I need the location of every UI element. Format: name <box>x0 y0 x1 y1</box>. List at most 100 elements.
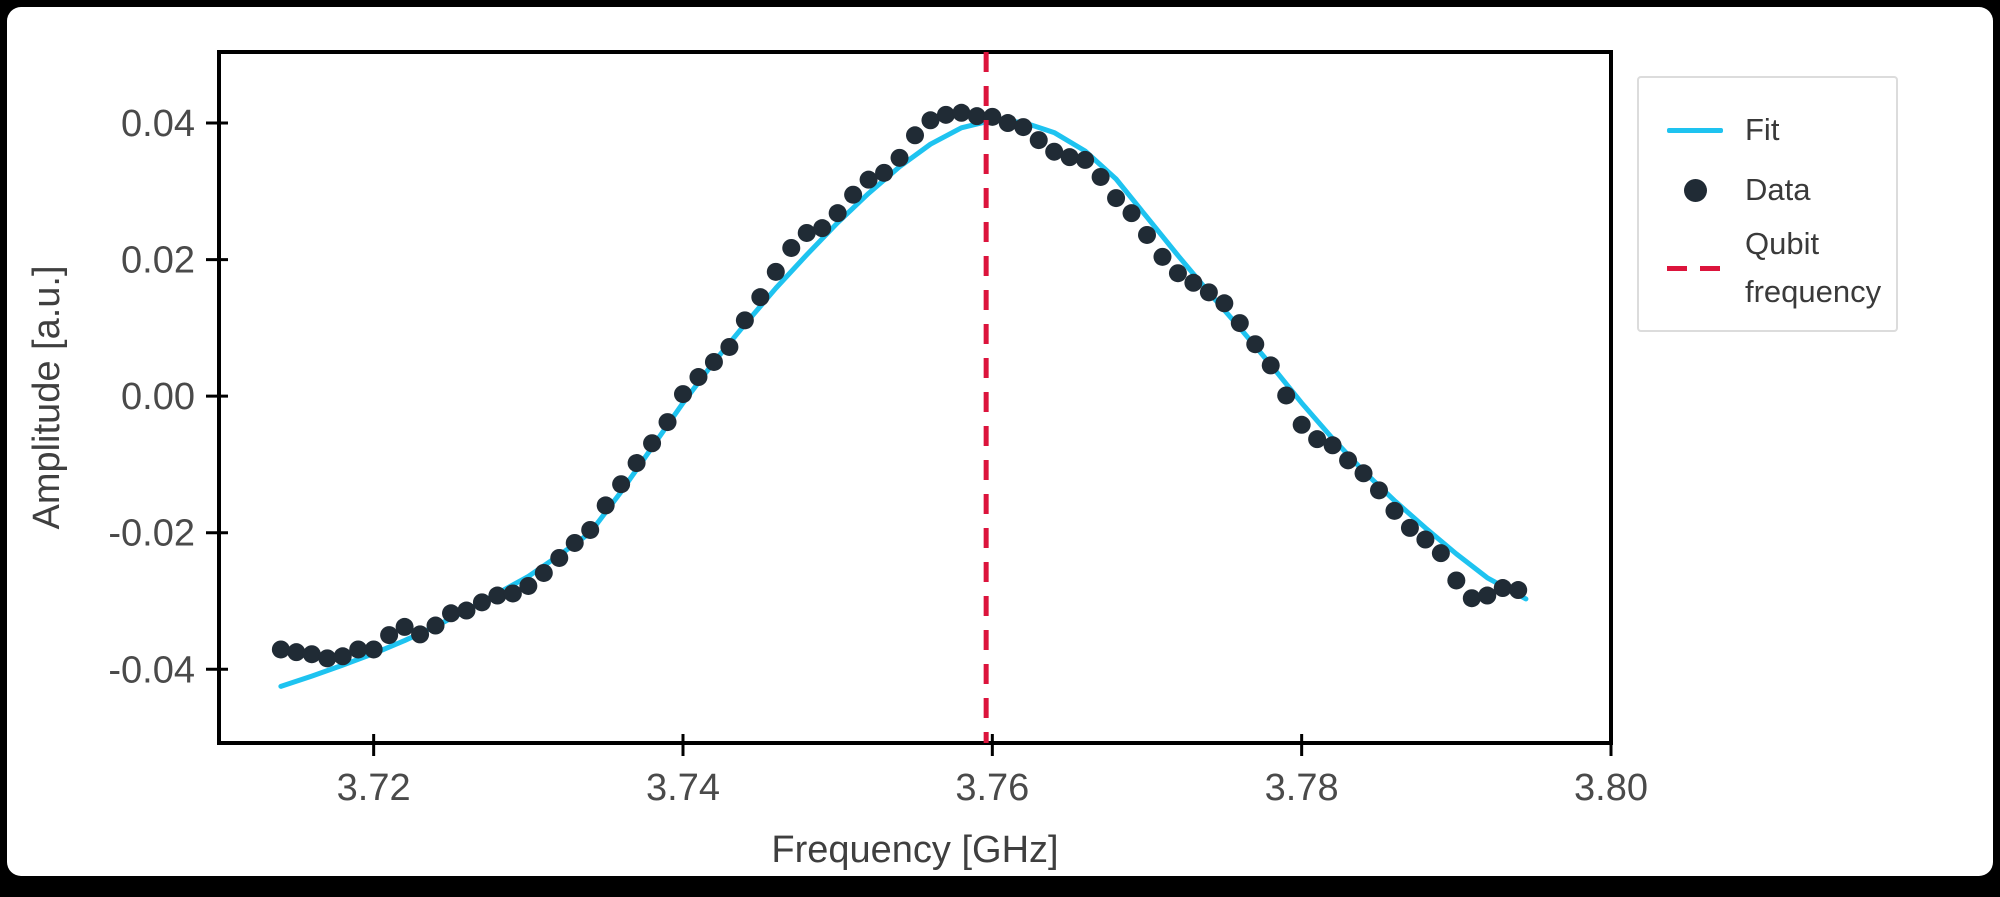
data-marker-swatch <box>1667 178 1723 202</box>
data-point <box>426 616 445 635</box>
data-point <box>1431 544 1450 563</box>
data-point <box>302 645 321 664</box>
data-point <box>1215 294 1234 313</box>
y-tick-label: 0.04 <box>121 103 195 145</box>
legend-label-fit: Fit <box>1745 112 1780 147</box>
data-point <box>643 434 662 453</box>
data-point <box>1168 264 1187 283</box>
x-tick-label: 3.74 <box>646 767 720 809</box>
y-axis-title: Amplitude [a.u.] <box>26 265 68 529</box>
data-point <box>1184 273 1203 292</box>
data-point <box>612 475 631 494</box>
qubit-spectroscopy-chart: 3.72 3.74 3.76 3.78 3.80 0.04 0.02 0.00 -0.02 -0.… <box>26 50 1648 871</box>
data-point <box>1261 356 1280 375</box>
data-point <box>875 163 894 182</box>
legend-item-data: Data <box>1667 160 1896 220</box>
data-point <box>720 337 739 356</box>
x-tick-label: 3.78 <box>1265 767 1339 809</box>
data-point <box>704 352 723 371</box>
data-point <box>890 148 909 167</box>
data-point <box>952 103 971 122</box>
data-point <box>395 617 414 636</box>
dash-segment <box>1667 265 1687 271</box>
data-point <box>1370 481 1388 500</box>
data-point <box>503 584 522 603</box>
data-point <box>1308 430 1327 449</box>
data-point <box>1339 451 1358 470</box>
data-point <box>797 223 816 242</box>
data-point <box>1045 142 1064 161</box>
legend-item-fit: Fit <box>1667 100 1896 160</box>
data-point <box>1277 386 1296 405</box>
data-point <box>921 111 940 130</box>
fit-line-swatch <box>1667 127 1723 133</box>
figure-card: 3.72 3.74 3.76 3.78 3.80 0.04 0.02 0.00 -0.02 -0.… <box>7 7 1993 876</box>
x-axis-title: Frequency [GHz] <box>771 829 1058 871</box>
x-tick-label: 3.76 <box>955 767 1029 809</box>
x-tick-label: 3.80 <box>1574 767 1648 809</box>
legend-item-qubit-frequency: Qubit frequency <box>1667 220 1896 316</box>
data-point <box>457 601 476 620</box>
data-point <box>844 185 863 204</box>
fit-line-icon <box>1667 127 1723 133</box>
data-point <box>1292 415 1311 434</box>
data-point <box>1091 167 1110 186</box>
data-point <box>906 126 924 145</box>
data-point <box>1478 586 1497 605</box>
data-point <box>766 262 785 281</box>
data-point <box>1122 204 1141 223</box>
data-point <box>1416 530 1435 549</box>
data-point <box>1509 581 1528 600</box>
data-point <box>1230 314 1249 333</box>
data-point <box>411 625 430 644</box>
data-point <box>550 548 569 567</box>
data-point <box>333 647 352 666</box>
data-point <box>828 204 847 223</box>
data-point <box>1493 579 1512 598</box>
data-point <box>782 238 801 257</box>
data-point <box>658 413 677 432</box>
data-point <box>364 640 383 659</box>
data-points <box>271 103 1528 668</box>
legend-label-qubit-frequency: Qubit frequency <box>1745 226 1882 309</box>
data-point <box>349 640 368 659</box>
data-point <box>674 385 692 404</box>
data-point <box>689 368 708 387</box>
data-point <box>565 533 584 552</box>
data-point <box>1447 571 1466 590</box>
fit-line <box>278 117 1529 689</box>
data-point <box>998 114 1017 133</box>
data-point <box>271 640 290 659</box>
data-dot-icon <box>1683 178 1707 202</box>
data-point <box>1323 436 1342 455</box>
y-tick-label: 0.00 <box>121 376 195 418</box>
data-point <box>735 311 754 330</box>
data-point <box>751 288 770 307</box>
data-point <box>1138 225 1156 244</box>
data-point <box>442 604 460 623</box>
y-tick-label: 0.02 <box>121 240 195 282</box>
data-point <box>1014 118 1033 137</box>
data-point <box>596 496 615 515</box>
data-point <box>1385 501 1404 520</box>
data-point <box>519 576 538 595</box>
data-point <box>1246 335 1265 354</box>
data-point <box>1400 518 1419 537</box>
data-point <box>534 563 553 582</box>
data-point <box>380 626 399 645</box>
legend: Fit Data Qubit frequency <box>1637 76 1898 332</box>
y-tick-label: -0.04 <box>108 649 195 691</box>
data-point <box>936 105 955 124</box>
data-point <box>813 219 832 238</box>
data-point <box>967 107 986 126</box>
data-point <box>318 649 337 668</box>
x-tick-label: 3.72 <box>337 767 411 809</box>
data-point <box>627 454 646 473</box>
data-point <box>1199 283 1218 302</box>
data-point <box>581 520 600 539</box>
data-point <box>1029 131 1048 150</box>
dashed-line-icon <box>1667 265 1723 271</box>
legend-label-data: Data <box>1745 172 1811 207</box>
y-tick-label: -0.02 <box>108 513 195 555</box>
